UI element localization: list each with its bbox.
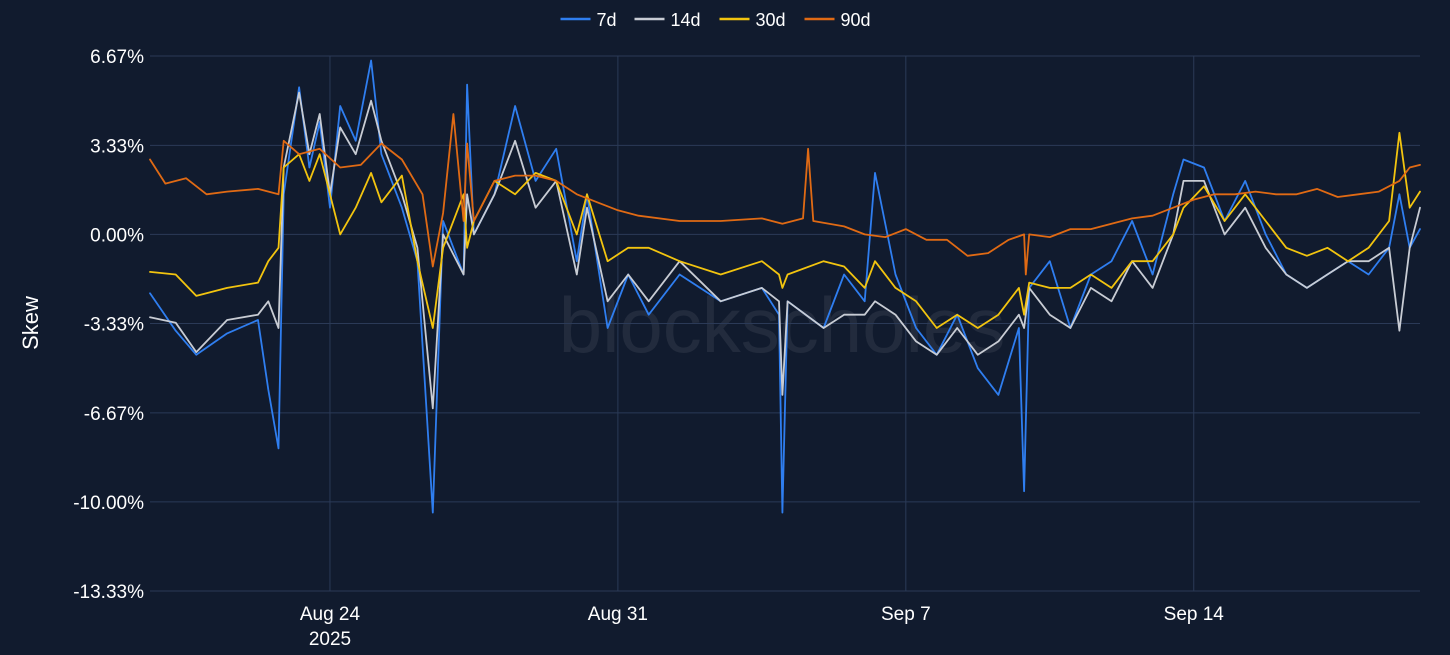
legend: 7d 14d 30d 90d	[560, 10, 871, 30]
x-tick-label: Sep 14	[1164, 604, 1225, 625]
y-tick-label: 3.33%	[90, 136, 144, 157]
y-tick-label: -6.67%	[84, 404, 144, 425]
watermark: blockscholes	[559, 281, 1006, 369]
y-tick-label: -3.33%	[84, 315, 144, 336]
y-tick-label: -10.00%	[73, 493, 144, 514]
x-tick-label: Sep 7	[881, 604, 931, 625]
series-line-7d	[149, 59, 1421, 514]
series-lines	[149, 59, 1421, 514]
series-line-14d	[149, 91, 1421, 410]
y-tick-label: 0.00%	[90, 225, 144, 246]
y-axis-title: Skew	[18, 296, 43, 350]
y-tick-label: -13.33%	[73, 582, 144, 603]
series-line-90d	[149, 113, 1421, 276]
legend-label-14d: 14d	[671, 10, 701, 30]
x-tick-label: Aug 24	[300, 604, 361, 625]
series-line-30d	[149, 131, 1421, 329]
legend-label-7d: 7d	[597, 10, 617, 30]
legend-label-30d: 30d	[756, 10, 786, 30]
x-axis: Aug 24 2025 Aug 31 Sep 7 Sep 14	[300, 604, 1224, 650]
legend-label-90d: 90d	[841, 10, 871, 30]
x-tick-label: Aug 31	[588, 604, 648, 625]
x-tick-year-label: 2025	[309, 629, 351, 650]
y-axis: 6.67% 3.33% 0.00% -3.33% -6.67% -10.00% -13.33…	[73, 47, 144, 603]
grid	[150, 55, 1420, 592]
y-tick-label: 6.67%	[90, 47, 144, 68]
